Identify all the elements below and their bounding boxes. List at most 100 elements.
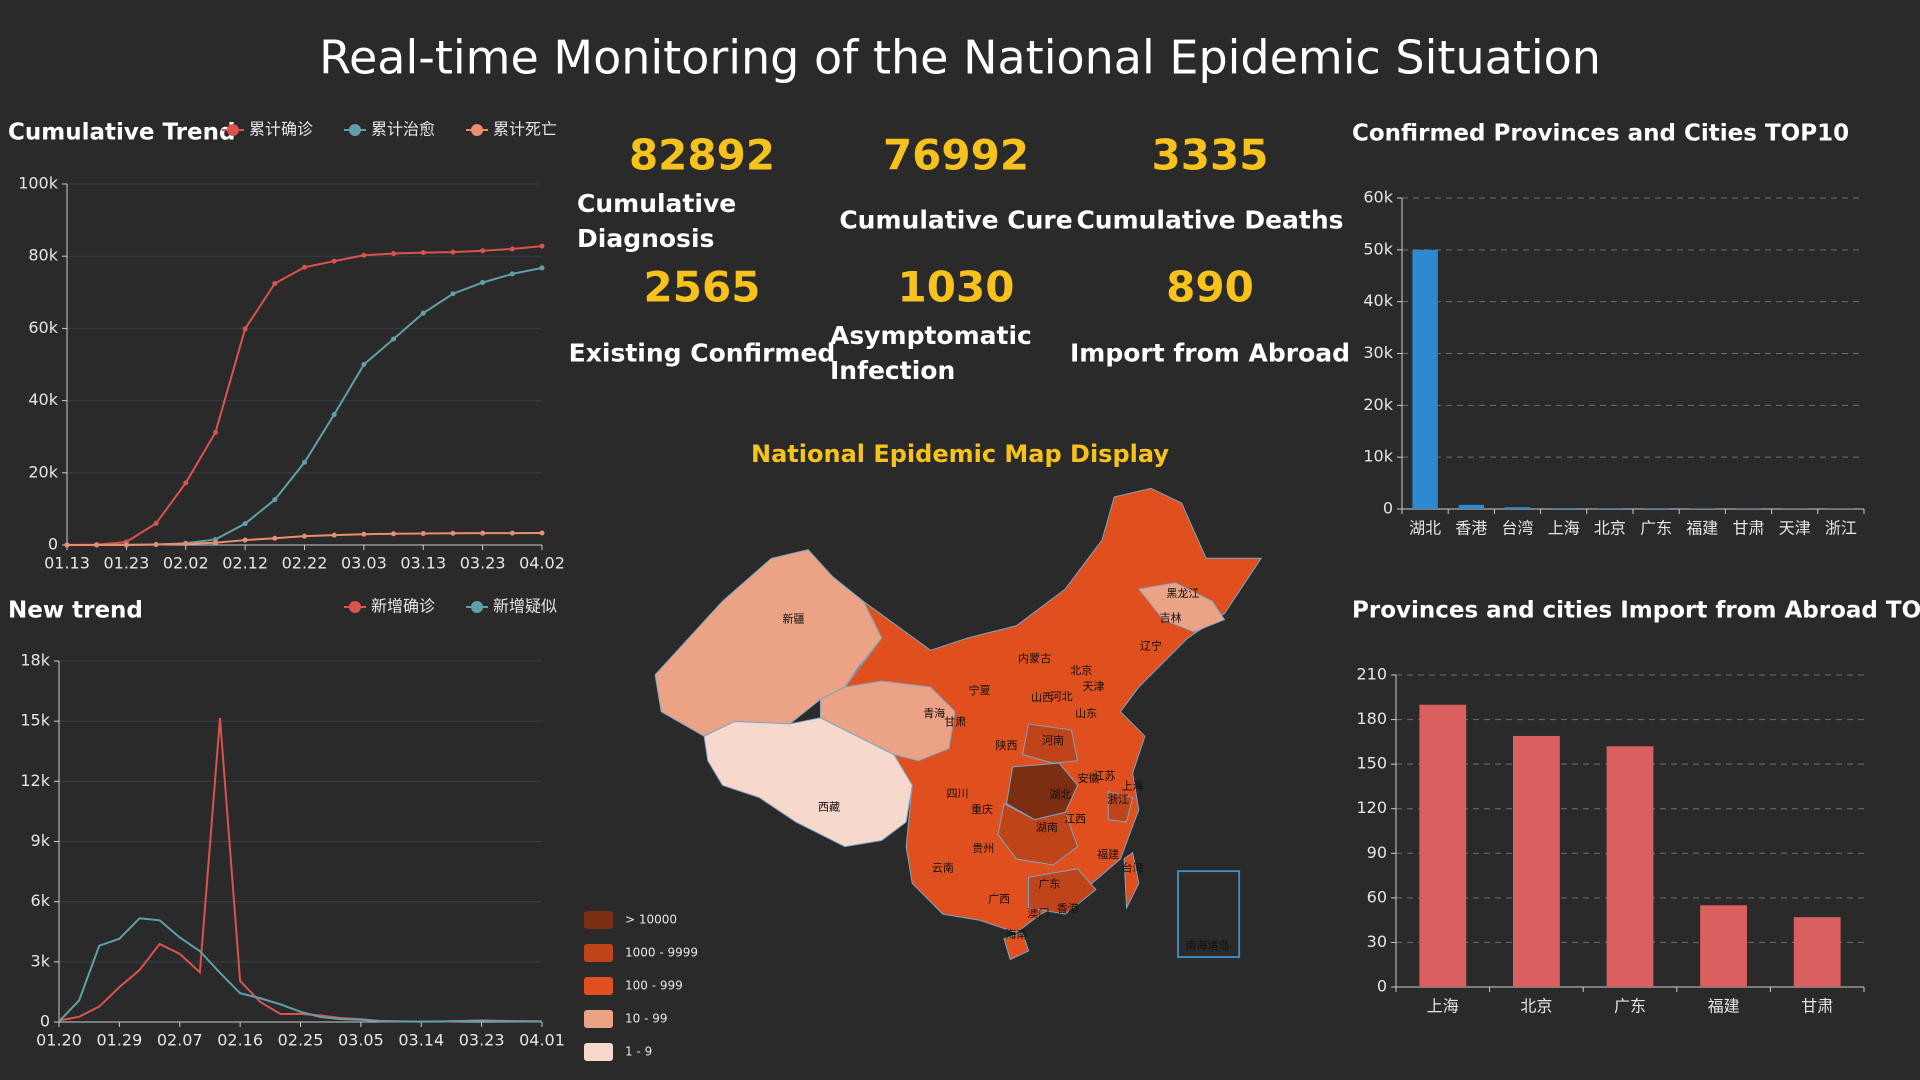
province-label: 江西 (1064, 813, 1086, 826)
stat-value: 890 (1166, 262, 1254, 312)
series-point (420, 310, 426, 316)
series-point (242, 537, 248, 543)
stat-value: 3335 (1151, 130, 1269, 180)
y-tick-label: 100k (18, 174, 59, 193)
series-line (66, 266, 543, 546)
series-point (272, 535, 278, 541)
y-tick-label: 30k (1363, 343, 1393, 362)
series-point (272, 281, 278, 287)
y-tick-label: 12k (20, 771, 50, 790)
y-tick-label: 60k (1363, 188, 1393, 207)
y-tick-label: 10k (1363, 447, 1393, 466)
x-tick-label: 01.20 (36, 1031, 82, 1050)
series-point (242, 326, 248, 332)
series-point (242, 521, 248, 527)
province-label: 河南 (1042, 734, 1064, 747)
x-tick-label: 01.13 (44, 554, 90, 573)
province-label: 重庆 (971, 802, 993, 816)
series-point (509, 246, 515, 252)
x-tick-label: 04.02 (519, 554, 565, 573)
series-point (509, 530, 515, 536)
y-tick-label: 0 (1383, 499, 1393, 518)
bar (1513, 735, 1560, 987)
series-line (58, 718, 543, 1023)
x-tick-label: 01.23 (103, 554, 149, 573)
y-tick-label: 15k (20, 711, 50, 730)
series-point (272, 497, 278, 503)
map-region (1005, 762, 1079, 821)
province-label: 西藏 (818, 800, 840, 813)
x-tick-label: 02.12 (222, 554, 268, 573)
x-tick-label: 03.23 (459, 1031, 505, 1050)
province-label: 上海 (1122, 778, 1144, 792)
x-tick-label: 台湾 (1501, 519, 1533, 538)
y-tick-label: 80k (28, 246, 58, 265)
province-label: 四川 (947, 787, 969, 800)
province-label: 湖北 (1049, 788, 1071, 801)
legend-marker (349, 124, 361, 136)
legend-label: 累计治愈 (371, 120, 435, 139)
province-label: 天津 (1082, 680, 1104, 693)
bar (1419, 704, 1467, 987)
y-tick-label: 18k (20, 651, 50, 670)
series-point (480, 248, 486, 254)
series-point (331, 532, 337, 538)
province-label: 安徽 (1078, 771, 1100, 785)
bar (1504, 507, 1531, 509)
map-legend-swatch (584, 911, 613, 929)
x-tick-label: 02.25 (278, 1031, 324, 1050)
y-tick-label: 60k (28, 318, 58, 337)
y-tick-label: 20k (1363, 395, 1393, 414)
legend-marker (227, 124, 239, 136)
map-legend-label: 100 - 999 (625, 979, 683, 993)
series-point (539, 530, 545, 536)
province-label: 吉林 (1160, 610, 1182, 624)
map-title: National Epidemic Map Display (751, 440, 1169, 468)
series-point (212, 540, 218, 546)
bar (1606, 746, 1654, 987)
province-label: 香港 (1057, 902, 1079, 915)
province-label: 福建 (1097, 847, 1119, 861)
series-point (361, 252, 367, 258)
bar (1412, 249, 1438, 509)
map-region (1137, 582, 1226, 633)
map-region (1123, 851, 1140, 910)
page-title: Real-time Monitoring of the National Epi… (319, 31, 1601, 85)
stat-value: 76992 (882, 130, 1030, 180)
province-label: 黑龙江 (1166, 587, 1199, 600)
series-point (539, 243, 545, 249)
legend-label: 新增疑似 (493, 597, 557, 616)
x-tick-label: 03.23 (460, 554, 506, 573)
x-tick-label: 北京 (1594, 519, 1626, 538)
chart-title: New trend (8, 598, 143, 624)
map-legend-label: 1 - 9 (625, 1045, 652, 1059)
y-tick-label: 50k (1363, 239, 1393, 258)
chart-title: Cumulative Trend (8, 120, 235, 146)
province-label: 新疆 (782, 612, 804, 626)
province-label: 山东 (1075, 707, 1097, 720)
x-tick-label: 香港 (1455, 519, 1487, 538)
y-tick-label: 120 (1356, 798, 1387, 817)
y-tick-label: 150 (1356, 754, 1387, 773)
y-tick-label: 180 (1356, 709, 1387, 728)
map-legend-swatch (584, 1043, 613, 1061)
province-label: 内蒙古 (1018, 651, 1051, 665)
stat-label: Existing Confirmed (568, 338, 836, 368)
province-label: 湖南 (1036, 821, 1058, 834)
province-label: 江苏 (1093, 770, 1115, 783)
legend-marker (471, 601, 483, 613)
x-tick-label: 湖北 (1409, 519, 1441, 538)
series-point (212, 430, 218, 436)
series-point (64, 542, 70, 548)
y-tick-label: 40k (28, 390, 58, 409)
y-tick-label: 20k (28, 462, 58, 481)
bar (1597, 508, 1623, 509)
stat-label: Cumulative Cure (839, 205, 1073, 235)
series-point (123, 542, 129, 548)
series-line (58, 917, 543, 1023)
series-point (450, 291, 456, 297)
x-tick-label: 01.29 (96, 1031, 142, 1050)
stat-value: 82892 (628, 130, 776, 180)
map-region (819, 680, 956, 762)
